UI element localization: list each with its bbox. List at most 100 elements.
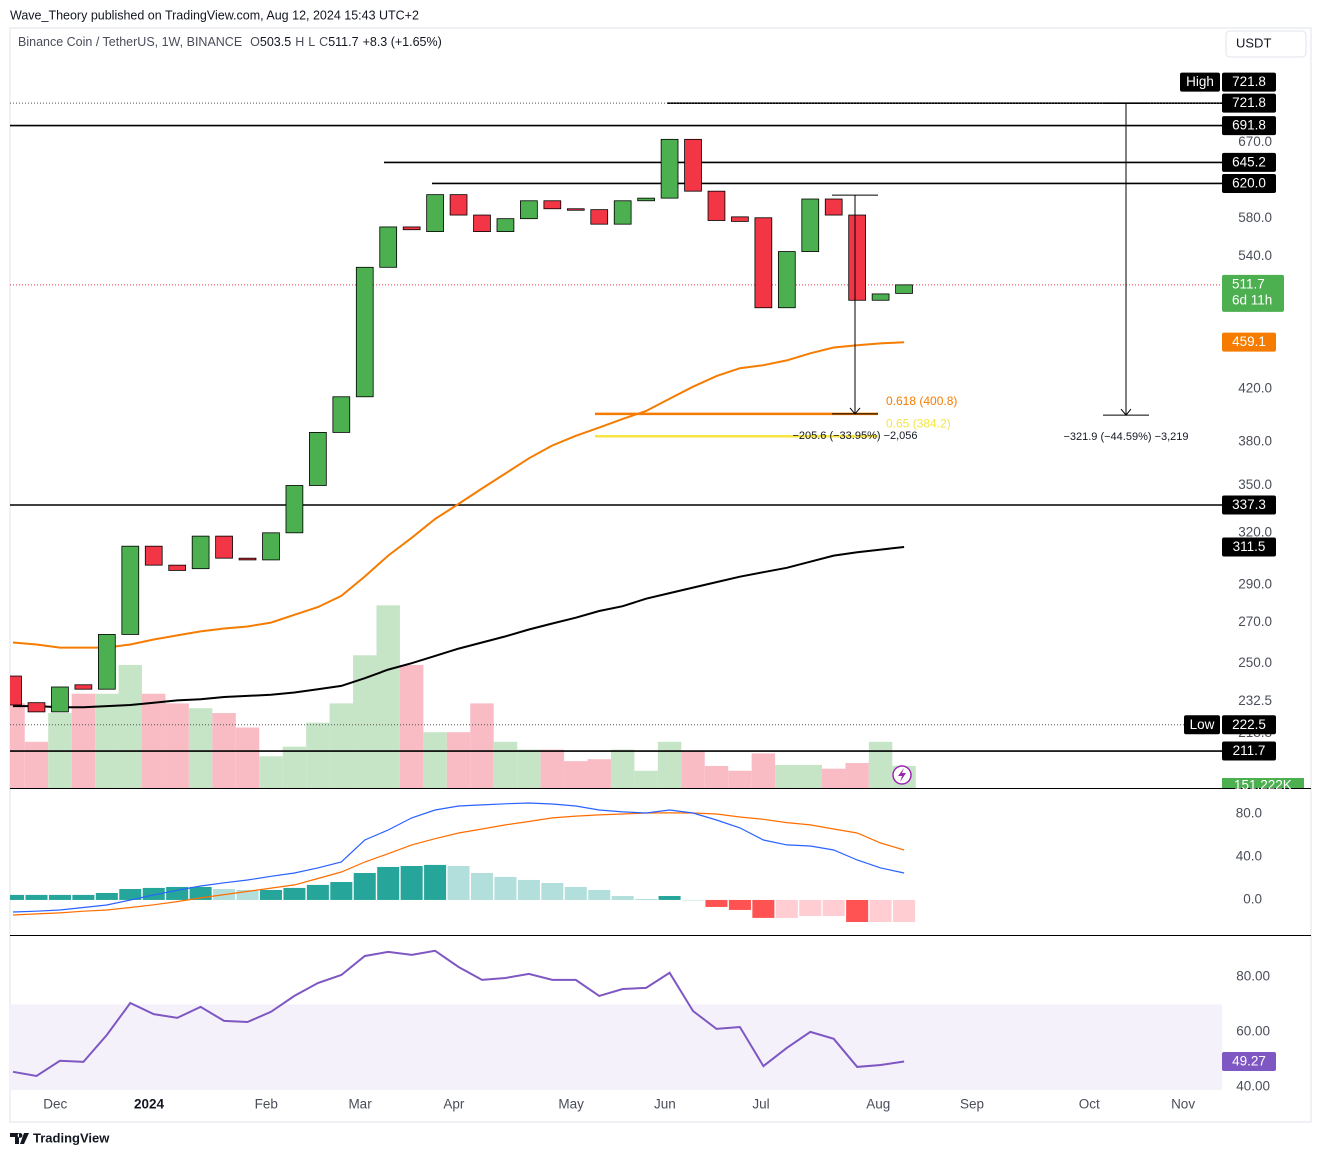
candle-body [10, 675, 22, 706]
level-label-box [1222, 495, 1276, 515]
macd-histogram-bar [728, 899, 751, 910]
candle-body [590, 209, 609, 225]
volume-bar [775, 764, 799, 788]
volume-bar [71, 693, 96, 788]
fib-label: 0.618 (400.8) [886, 394, 957, 408]
volume-bar [540, 749, 565, 788]
macd-histogram-bar [470, 872, 494, 900]
x-tick-label: Apr [443, 1097, 465, 1112]
currency-button[interactable]: USDT [1225, 30, 1307, 58]
published-note: Wave_Theory published on TradingView.com… [10, 8, 419, 22]
y-tick-label: 580.0 [1238, 210, 1272, 225]
volume-bar [493, 741, 518, 788]
level-label-text: 691.8 [1232, 118, 1266, 133]
candle-body [355, 266, 374, 398]
candle-body [871, 293, 890, 301]
currency-label[interactable]: USDT [1236, 35, 1271, 50]
volume-bar [259, 756, 283, 788]
macd-histogram-bar [588, 889, 611, 900]
macd-line [12, 802, 905, 913]
measure-label: −321.9 (−44.59%) −3,219 [1063, 431, 1188, 443]
candle-body [215, 535, 233, 559]
macd-histogram-bar [447, 865, 470, 900]
rsi-pane [12, 949, 905, 1078]
candle-body [144, 545, 163, 566]
candle-body [97, 634, 116, 690]
volume-bar [634, 770, 658, 788]
measure-arrow [1120, 408, 1132, 416]
alert-icon-bolt [898, 768, 906, 782]
candle-body [777, 251, 796, 309]
volume-bar [95, 693, 119, 788]
macd-histogram-bar [25, 894, 48, 900]
x-tick-label: 2024 [134, 1097, 165, 1112]
high-value-text: 721.8 [1232, 74, 1266, 89]
macd-histogram-bar [330, 882, 353, 900]
candle-body [121, 545, 140, 635]
high-tag-text: High [1186, 74, 1214, 89]
candle-body [520, 200, 538, 220]
volume-bar [399, 664, 424, 788]
macd-histogram-bar [494, 876, 517, 900]
y-tick-label: 350.0 [1238, 477, 1272, 492]
x-tick-label: Jul [752, 1097, 769, 1112]
volume-bar [470, 703, 494, 788]
ma-label-box [1222, 537, 1276, 557]
macd-histogram-bar [682, 899, 705, 901]
price-pane: 0.618 (400.8) 0.65 (384.2)−205.6 (−33.95%… [10, 102, 1222, 788]
macd-histogram-bar [564, 886, 587, 900]
candle-body [74, 684, 93, 690]
ohlc-value: 511.7 [328, 35, 358, 49]
y-tick-label: 270.0 [1238, 614, 1272, 629]
level-label-box [1222, 116, 1276, 136]
y-tick-label: 320.0 [1238, 524, 1272, 539]
macd-histogram-bar [799, 899, 822, 916]
currency-button-box[interactable] [1225, 30, 1307, 58]
brand-logo [10, 1133, 29, 1144]
macd-histogram-bar [48, 894, 71, 900]
macd-histogram-bar [658, 895, 681, 900]
ma-label-box [1222, 332, 1276, 352]
candle-body [262, 532, 280, 561]
volume-label: 151.222K [1234, 778, 1292, 793]
macd-histogram-bar [846, 899, 869, 922]
candle-body [801, 198, 820, 252]
volume-bar [188, 708, 213, 788]
macd-histogram-bar [142, 887, 165, 900]
candle-body [895, 284, 913, 294]
candle-body [449, 194, 468, 216]
macd-histogram-bar [377, 866, 400, 900]
volume-label-box [1222, 778, 1304, 788]
level-label-box [1222, 93, 1276, 113]
ohlc-legend: Binance Coin / TetherUS, 1W, BINANCE O503… [18, 35, 442, 49]
price-text: 511.7 [1232, 276, 1265, 291]
macd-histogram-bar [400, 865, 423, 900]
y-tick-label: 250.0 [1238, 655, 1272, 670]
low-value-text: 222.5 [1232, 717, 1266, 732]
volume-bar [657, 741, 682, 788]
candle-body [332, 396, 351, 433]
ma-label-text: 459.1 [1232, 334, 1266, 349]
ohlc-letter: O [250, 35, 260, 49]
rsi-value-text: 49.27 [1232, 1054, 1266, 1069]
volume-bar [517, 749, 541, 788]
macd-histogram-bar [893, 899, 916, 922]
macd-histogram-bar [259, 889, 282, 900]
x-tick-label: May [558, 1097, 584, 1112]
y-tick-label: 290.0 [1238, 576, 1272, 591]
candle-body [496, 218, 515, 232]
candle-body [309, 432, 327, 486]
candle-body [285, 485, 304, 534]
level-label-text: 211.7 [1233, 743, 1266, 758]
measure-arrow [849, 407, 861, 415]
rsi-tick-label: 40.00 [1236, 1079, 1270, 1094]
ohlc-value: 503.5 [260, 35, 291, 49]
volume-bar [142, 693, 166, 788]
candle-body [848, 214, 866, 301]
volume-bar [564, 761, 588, 788]
candle-body [637, 197, 655, 202]
countdown-text: 6d 11h [1232, 292, 1272, 307]
candle-body [168, 564, 187, 571]
